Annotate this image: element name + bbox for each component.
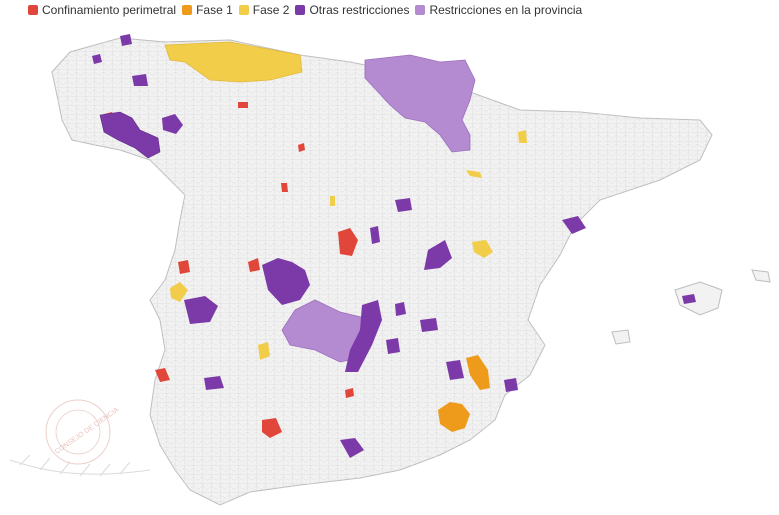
- region-provincia-navarra: [364, 54, 476, 153]
- region-perimetral-1: [338, 228, 358, 256]
- watermark-seal: [9, 399, 151, 477]
- legend-item-provincia: Restricciones en la provincia: [415, 3, 582, 17]
- region-otras-small-4: [204, 376, 224, 390]
- region-fase1-murcia: [438, 402, 470, 432]
- region-otras-caceres: [184, 296, 218, 324]
- region-otras-small-8: [370, 226, 380, 244]
- region-otras-small-2: [132, 74, 148, 86]
- legend: Confinamiento perimetral Fase 1 Fase 2 O…: [28, 3, 582, 17]
- region-otras-toledo-east: [345, 300, 382, 372]
- region-fase2-small-1: [472, 240, 493, 258]
- region-fase2-small-2: [518, 130, 527, 143]
- region-fase2-small-6: [330, 196, 335, 206]
- legend-swatch-fase1: [182, 5, 193, 15]
- region-otras-small-1: [395, 198, 412, 212]
- region-fase2-small-5: [466, 170, 482, 178]
- region-otras-madrid: [262, 258, 310, 305]
- region-otras-small-3: [120, 34, 132, 46]
- balearic-mallorca: [674, 281, 723, 316]
- region-perimetral-10: [298, 143, 305, 152]
- region-otras-lugo: [162, 114, 183, 134]
- balearic-ibiza: [611, 329, 631, 345]
- legend-label: Restricciones en la provincia: [429, 3, 583, 17]
- legend-item-fase1: Fase 1: [182, 3, 233, 17]
- region-otras-galicia: [99, 111, 161, 159]
- legend-swatch-fase2: [238, 5, 249, 15]
- region-otras-jaen: [340, 438, 364, 458]
- region-perimetral-7: [248, 258, 260, 272]
- legend-label: Fase 1: [196, 3, 233, 17]
- legend-swatch-confinamiento: [28, 5, 38, 15]
- legend-swatch-provincia: [415, 5, 426, 15]
- region-perimetral-8: [345, 388, 354, 398]
- legend-swatch-otras: [295, 5, 306, 15]
- region-perimetral-9: [238, 102, 248, 108]
- region-otras-teruel: [424, 240, 452, 270]
- region-otras-cuenca: [420, 318, 438, 332]
- region-perimetral-6: [281, 183, 288, 192]
- region-perimetral-4: [178, 260, 190, 274]
- balearic-menorca: [751, 269, 771, 283]
- region-otras-small-9: [395, 302, 406, 316]
- region-fase1-albacete: [466, 355, 490, 390]
- legend-item-otras: Otras restricciones: [295, 3, 409, 17]
- region-otras-castellon: [562, 216, 586, 234]
- legend-label: Fase 2: [252, 3, 290, 17]
- region-perimetral-3: [155, 368, 170, 382]
- legend-label: Otras restricciones: [309, 3, 410, 17]
- region-perimetral-2: [262, 418, 282, 438]
- region-otras-small-7: [682, 294, 696, 304]
- legend-label: Confinamiento perimetral: [42, 3, 177, 17]
- region-fase2-small-4: [258, 342, 270, 360]
- region-otras-small-10: [92, 54, 102, 64]
- region-otras-small-5: [386, 338, 400, 354]
- legend-item-confinamiento: Confinamiento perimetral: [28, 3, 176, 17]
- region-fase2-asturias: [164, 41, 303, 83]
- region-otras-small-6: [446, 360, 464, 380]
- region-otras-alicante: [504, 378, 518, 392]
- region-fase2-small-3: [170, 282, 188, 302]
- legend-item-fase2: Fase 2: [238, 3, 290, 17]
